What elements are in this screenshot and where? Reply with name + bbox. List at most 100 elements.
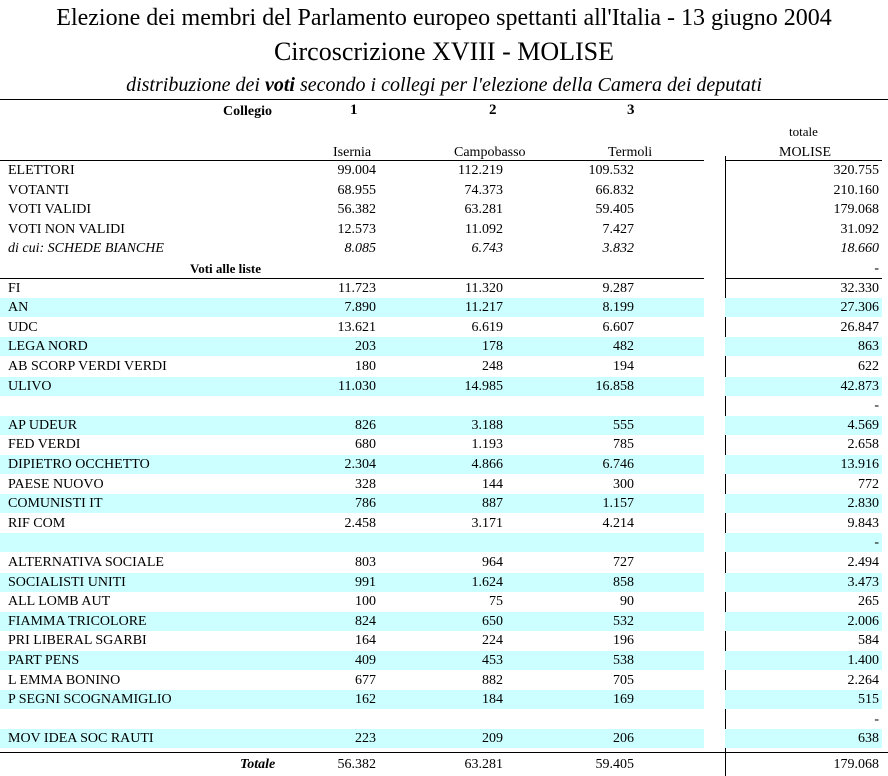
cell-collegio-1: 56.382 <box>337 202 377 218</box>
cell-total: 2.830 <box>847 496 880 512</box>
row-label: P SEGNI SCOGNAMIGLIO <box>8 692 172 708</box>
table-row: LEGA NORD 203 178 482 863 <box>0 337 888 357</box>
cell-collegio-2: 63.281 <box>464 202 504 218</box>
cell-collegio-2: 14.985 <box>464 378 504 394</box>
total-rule <box>0 752 888 753</box>
table-row: ALL LOMB AUT 100 75 90 265 <box>0 592 888 611</box>
cell-collegio-2: 178 <box>482 339 503 355</box>
table-row: UDC 13.621 6.619 6.607 26.847 <box>0 318 888 337</box>
cell-collegio-2: 184 <box>482 692 503 708</box>
cell-collegio-3: 555 <box>613 417 634 433</box>
columns-rule-total <box>725 160 882 161</box>
row-label: FI <box>8 280 21 296</box>
cell-collegio-3: 169 <box>613 692 634 708</box>
row-label: PRI LIBERAL SGARBI <box>8 633 147 649</box>
cell-collegio-2: 6.743 <box>471 241 504 257</box>
row-label: VOTI NON VALIDI <box>8 221 125 237</box>
table-row: - <box>0 533 888 553</box>
lists-rule <box>0 277 704 279</box>
cell-collegio-3: 109.532 <box>588 163 635 178</box>
row-label: ALL LOMB AUT <box>8 594 111 610</box>
row-label: RIF COM <box>8 515 66 531</box>
cell-collegio-2: 3.171 <box>471 515 504 531</box>
table-row: PRI LIBERAL SGARBI 164 224 196 584 <box>0 631 888 650</box>
table-row: COMUNISTI IT 786 887 1.157 2.830 <box>0 494 888 514</box>
total-row-value-1: 56.382 <box>337 757 377 772</box>
table-row: SOCIALISTI UNITI 991 1.624 858 3.473 <box>0 572 888 592</box>
row-label: LEGA NORD <box>8 339 88 355</box>
cell-total: 622 <box>858 359 879 374</box>
row-label: PAESE NUOVO <box>8 476 104 492</box>
row-label: VOTI VALIDI <box>8 202 92 218</box>
cell-collegio-2: 11.217 <box>465 300 503 316</box>
cell-total: 2.494 <box>847 555 880 570</box>
cell-collegio-3: 3.832 <box>602 241 635 257</box>
cell-collegio-2: 964 <box>482 555 503 570</box>
cell-collegio-2: 453 <box>482 653 503 668</box>
cell-total: 4.569 <box>847 417 880 433</box>
cell-collegio-1: 99.004 <box>337 163 377 178</box>
table-row: AN 7.890 11.217 8.199 27.306 <box>0 298 888 318</box>
row-label: UDC <box>8 319 38 335</box>
cell-collegio-1: 100 <box>355 594 376 610</box>
cell-total: 31.092 <box>840 221 880 237</box>
caption-bold: voti <box>264 74 295 96</box>
row-label: ULIVO <box>8 378 52 394</box>
cell-total: - <box>874 535 879 551</box>
cell-collegio-2: 74.373 <box>464 182 504 198</box>
table-row: VOTANTI 68.955 74.373 66.832 210.160 <box>0 181 888 200</box>
table-caption: distribuzione dei voti secondo i collegi… <box>0 72 888 98</box>
cell-collegio-1: 328 <box>355 476 376 492</box>
row-label: L EMMA BONINO <box>8 672 121 688</box>
row-label: di cui: SCHEDE BIANCHE <box>8 241 164 257</box>
cell-total: - <box>874 711 879 727</box>
table-row: - <box>0 396 888 415</box>
cell-collegio-1: 13.621 <box>337 319 377 335</box>
row-label: ALTERNATIVA SOCIALE <box>8 555 164 570</box>
cell-collegio-3: 8.199 <box>602 300 635 316</box>
row-label: SOCIALISTI UNITI <box>8 574 126 590</box>
cell-collegio-2: 1.624 <box>471 574 504 590</box>
cell-collegio-2: 3.188 <box>471 417 504 433</box>
cell-collegio-1: 680 <box>355 437 376 453</box>
cell-collegio-1: 162 <box>355 692 376 708</box>
cell-collegio-1: 803 <box>355 555 376 570</box>
cell-collegio-3: 4.214 <box>602 515 635 531</box>
table-row: ULIVO 11.030 14.985 16.858 42.873 <box>0 376 888 396</box>
caption-pre: distribuzione dei <box>126 74 260 96</box>
table-row: - <box>0 710 888 729</box>
cell-collegio-3: 705 <box>613 672 634 688</box>
row-label: FIAMMA TRICOLORE <box>8 613 147 629</box>
total-header-bottom: MOLISE <box>779 145 832 160</box>
cell-collegio-1: 677 <box>355 672 376 688</box>
table-row: PART PENS 409 453 538 1.400 <box>0 651 888 670</box>
cell-collegio-1: 2.304 <box>344 457 377 472</box>
cell-collegio-1: 824 <box>355 613 376 629</box>
cell-collegio-1: 12.573 <box>337 221 377 237</box>
row-label: AB SCORP VERDI VERDI <box>8 359 167 374</box>
cell-collegio-1: 223 <box>355 731 376 747</box>
lists-rule-total <box>725 277 882 279</box>
table-row: VOTI VALIDI 56.382 63.281 59.405 179.068 <box>0 200 888 219</box>
col-name-2: Campobasso <box>454 145 526 160</box>
row-label: FED VERDI <box>8 437 81 453</box>
cell-collegio-3: 206 <box>613 731 634 747</box>
cell-collegio-3: 7.427 <box>602 221 635 237</box>
cell-collegio-3: 194 <box>613 359 634 374</box>
cell-collegio-1: 8.085 <box>344 241 377 257</box>
cell-collegio-3: 9.287 <box>602 280 635 296</box>
cell-collegio-2: 1.193 <box>471 437 504 453</box>
col-num-3: 3 <box>627 102 635 118</box>
cell-total: 3.473 <box>847 574 880 590</box>
cell-collegio-3: 532 <box>613 613 634 629</box>
cell-total: 2.658 <box>847 437 880 453</box>
cell-total: 265 <box>858 594 879 610</box>
cell-collegio-1: 409 <box>355 653 376 668</box>
cell-collegio-2: 11.092 <box>465 221 503 237</box>
cell-total: 320.755 <box>833 163 880 178</box>
lists-header-total: - <box>874 261 879 276</box>
cell-collegio-3: 482 <box>613 339 634 355</box>
table-row: L EMMA BONINO 677 882 705 2.264 <box>0 671 888 690</box>
cell-collegio-2: 4.866 <box>471 457 504 472</box>
cell-total: 27.306 <box>840 300 880 316</box>
